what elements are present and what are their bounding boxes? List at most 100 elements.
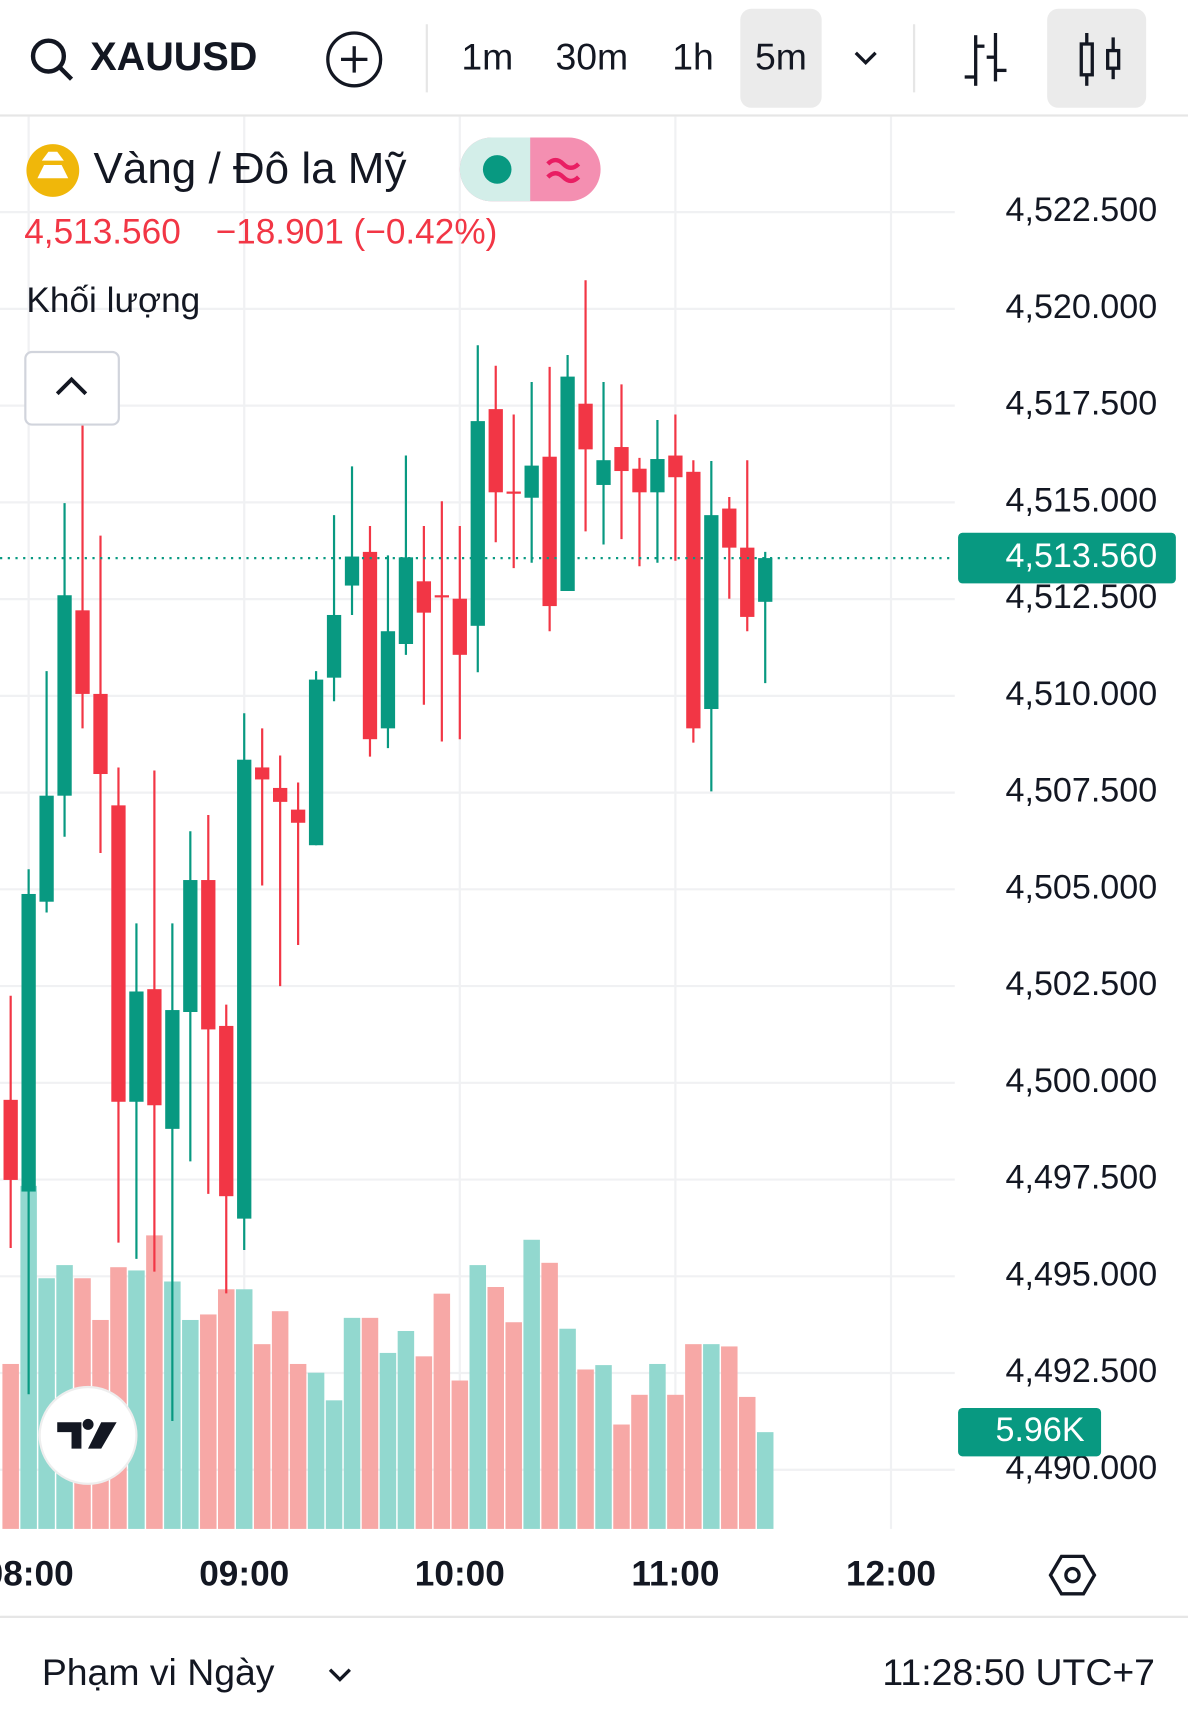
volume-bar <box>631 1394 648 1529</box>
volume-bar <box>649 1363 666 1529</box>
bar-type-icon[interactable] <box>964 32 1007 86</box>
search-icon[interactable] <box>30 38 74 81</box>
candle-body <box>614 447 629 472</box>
candle-body <box>326 614 342 678</box>
candle-body <box>111 805 126 1102</box>
volume-pane <box>2 1185 774 1529</box>
active-interval-bg <box>740 8 822 108</box>
symbol[interactable]: XAUUSD <box>90 35 257 79</box>
volume-bar <box>541 1262 558 1529</box>
volume-tag-label: 5.96K <box>996 1411 1085 1449</box>
collapse-icon <box>55 376 88 396</box>
interval[interactable]: 1h <box>672 35 714 77</box>
volume-bar <box>182 1319 199 1529</box>
x-tick-label: 11:00 <box>631 1555 719 1594</box>
volume-bar <box>721 1346 738 1529</box>
x-tick-label: 08:00 <box>0 1555 74 1594</box>
candle-body <box>93 693 108 775</box>
candle-body <box>362 551 378 740</box>
candle-body <box>470 421 485 626</box>
candle-body <box>290 809 306 823</box>
candle-body <box>75 610 90 694</box>
y-tick-label: 4,505.000 <box>1006 868 1158 906</box>
x-tick-label: 09:00 <box>199 1555 289 1594</box>
y-tick-label: 4,517.500 <box>1006 385 1158 423</box>
interval-dropdown[interactable] <box>854 51 877 66</box>
candle-body <box>596 460 611 485</box>
y-tick-label: 4,507.500 <box>1006 772 1158 810</box>
instrument-icon-bars <box>37 151 69 179</box>
active-chart-type-bg <box>1047 8 1147 108</box>
candle-body <box>722 508 737 548</box>
volume-bar <box>128 1270 145 1529</box>
last-price: 4,513.560 <box>24 213 181 252</box>
volume-bar <box>218 1289 235 1529</box>
price-pane <box>3 280 773 1422</box>
candle-body <box>165 1010 180 1129</box>
candle-body <box>740 547 755 617</box>
volume-bar <box>2 1363 19 1529</box>
y-tick-label: 4,492.500 <box>1006 1352 1158 1390</box>
volume-bar <box>559 1328 576 1529</box>
volume-bar <box>613 1424 630 1529</box>
volume-bar <box>200 1314 217 1529</box>
candle-body <box>147 989 162 1106</box>
interval[interactable]: 30m <box>555 35 628 77</box>
candle-body <box>578 403 593 450</box>
y-tick-label: 4,497.500 <box>1006 1159 1158 1197</box>
candle-body <box>129 991 144 1102</box>
range-dropdown[interactable] <box>328 1668 351 1682</box>
candle-body <box>273 787 288 802</box>
volume-bar <box>756 1432 774 1529</box>
y-tick-label: 4,510.000 <box>1006 675 1158 713</box>
candle-body <box>650 459 665 493</box>
volume-bar <box>469 1265 487 1529</box>
candle-body <box>201 880 216 1030</box>
candle-body <box>21 893 36 1192</box>
candle-body <box>3 1099 18 1180</box>
candle-type-icon[interactable] <box>1079 32 1121 86</box>
candle-body <box>380 631 396 729</box>
price-change: −18.901 (−0.42%) <box>216 213 498 252</box>
instrument-name: Vàng / Đô la Mỹ <box>94 144 407 193</box>
volume-bar <box>307 1372 325 1529</box>
candle-body <box>632 468 647 493</box>
add-button[interactable] <box>326 31 383 88</box>
collapse-button[interactable] <box>24 350 120 426</box>
candle-body <box>434 595 449 598</box>
volume-bar <box>577 1369 594 1529</box>
volume-bar <box>271 1311 289 1529</box>
legend: Vàng / Đô la Mỹ 4,513.560 −18.901 (−0.42… <box>24 137 601 426</box>
settings-icon[interactable] <box>1048 1554 1097 1596</box>
volume-bar <box>415 1356 433 1529</box>
candle-body <box>452 598 467 655</box>
tv-logo <box>38 1385 138 1485</box>
volume-bar <box>253 1344 271 1529</box>
volume-bar <box>325 1400 343 1529</box>
volume-bar <box>667 1394 684 1529</box>
range-button[interactable]: Phạm vi Ngày <box>42 1651 275 1693</box>
y-tick-label: 4,500.000 <box>1006 1062 1158 1100</box>
candle-body <box>237 759 252 1219</box>
x-tick-label: 10:00 <box>415 1555 505 1594</box>
volume-bar <box>379 1352 397 1529</box>
y-tick-label: 4,512.500 <box>1006 578 1158 616</box>
toolbar: XAUUSD 1m 30m 1h 5m <box>0 0 1188 117</box>
price-tag <box>958 532 1176 584</box>
volume-title: Khối lượng <box>26 281 200 320</box>
candle-body <box>39 795 54 902</box>
y-tick-label: 4,495.000 <box>1006 1255 1158 1293</box>
clock: 11:28:50 UTC+7 <box>882 1651 1155 1693</box>
candle-body <box>57 595 72 796</box>
candle-body <box>344 556 360 586</box>
volume-bar <box>146 1235 163 1529</box>
candle-body <box>308 679 324 846</box>
candle-body <box>542 456 557 607</box>
candle-body <box>506 491 521 494</box>
interval[interactable]: 5m <box>755 35 807 77</box>
market-open-dot <box>482 155 512 184</box>
candle-body <box>183 880 198 1012</box>
candle-body <box>686 471 701 729</box>
interval[interactable]: 1m <box>461 35 513 77</box>
